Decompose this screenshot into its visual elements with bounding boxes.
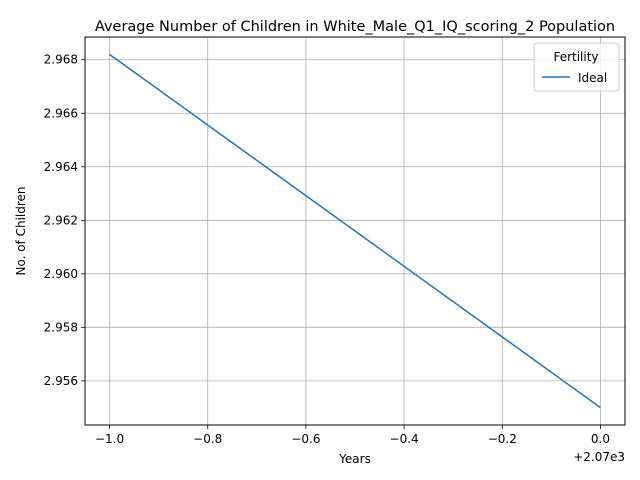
x-axis-offset-label: +2.07e3	[573, 450, 625, 464]
y-tick-label: 2.966	[44, 106, 78, 120]
x-tick-label: −1.0	[95, 432, 124, 446]
x-tick-label: −0.8	[193, 432, 222, 446]
x-axis: −1.0 −0.8 −0.6 −0.4 −0.2 0.0	[95, 425, 610, 446]
grid	[85, 37, 625, 425]
x-tick-label: −0.4	[390, 432, 419, 446]
x-tick-label: −0.2	[488, 432, 517, 446]
legend: Fertility Ideal	[533, 42, 620, 92]
legend-box	[533, 42, 620, 92]
y-tick-label: 2.958	[44, 320, 78, 334]
y-tick-label: 2.956	[44, 374, 78, 388]
x-tick-label: −0.6	[291, 432, 320, 446]
y-tick-label: 2.962	[44, 213, 78, 227]
series-line-ideal	[109, 53, 601, 409]
y-axis-label: No. of Children	[14, 186, 28, 275]
plot-frame	[84, 36, 626, 426]
y-axis: 2.956 2.958 2.960 2.962 2.964 2.966 2.968	[44, 53, 85, 388]
y-tick-label: 2.964	[44, 160, 78, 174]
chart-title: Average Number of Children in White_Male…	[95, 19, 615, 35]
y-tick-label: 2.968	[44, 53, 78, 67]
x-tick-label: 0.0	[591, 432, 610, 446]
legend-title: Fertility	[553, 50, 598, 64]
y-tick-label: 2.960	[44, 267, 78, 281]
legend-label: Ideal	[578, 71, 607, 85]
x-axis-label: Years	[338, 452, 371, 466]
series-group	[109, 53, 601, 409]
